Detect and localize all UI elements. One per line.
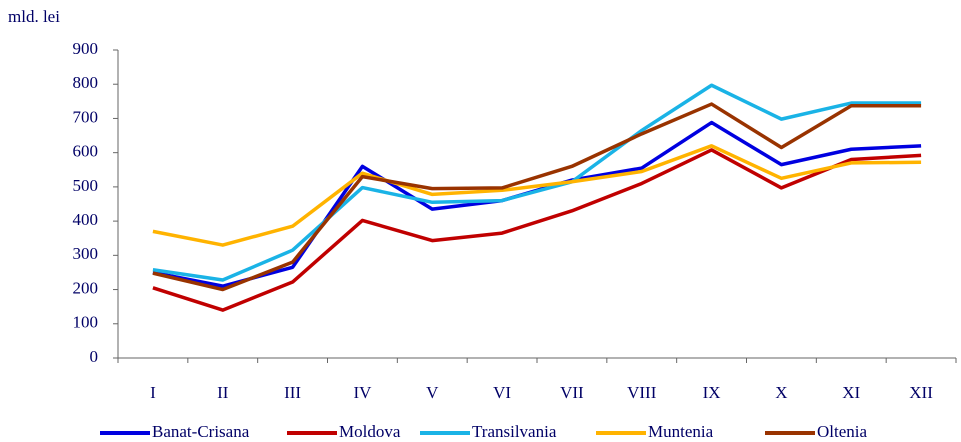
- y-tick-label: 400: [73, 210, 99, 229]
- y-axis-label: mld. lei: [8, 7, 60, 26]
- legend-label: Banat-Crisana: [152, 422, 250, 441]
- y-tick-label: 100: [73, 313, 99, 332]
- x-tick-label: V: [426, 383, 439, 402]
- y-tick-label: 500: [73, 176, 99, 195]
- legend-label: Muntenia: [648, 422, 714, 441]
- y-tick-label: 300: [73, 244, 99, 263]
- series-line: [152, 144, 922, 247]
- x-tick-label: XI: [842, 383, 860, 402]
- x-tick-label: VIII: [627, 383, 657, 402]
- x-tick-label: VI: [493, 383, 511, 402]
- legend-label: Oltenia: [817, 422, 867, 441]
- x-tick-label: VII: [560, 383, 584, 402]
- x-tick-label: I: [150, 383, 156, 402]
- legend-label: Moldova: [339, 422, 401, 441]
- y-tick-label: 600: [73, 142, 99, 161]
- x-tick-label: IV: [353, 383, 372, 402]
- x-tick-label: XII: [909, 383, 933, 402]
- series-line: [152, 83, 922, 282]
- series-line: [152, 148, 922, 312]
- y-tick-label: 200: [73, 278, 99, 297]
- x-tick-label: IX: [703, 383, 721, 402]
- x-tick-label: III: [284, 383, 301, 402]
- x-tick-label: X: [775, 383, 787, 402]
- x-tick-label: II: [217, 383, 229, 402]
- legend-label: Transilvania: [472, 422, 557, 441]
- y-tick-label: 700: [73, 107, 99, 126]
- y-tick-label: 0: [90, 347, 99, 366]
- y-tick-label: 900: [73, 39, 99, 58]
- series-line: [152, 102, 922, 292]
- y-tick-label: 800: [73, 73, 99, 92]
